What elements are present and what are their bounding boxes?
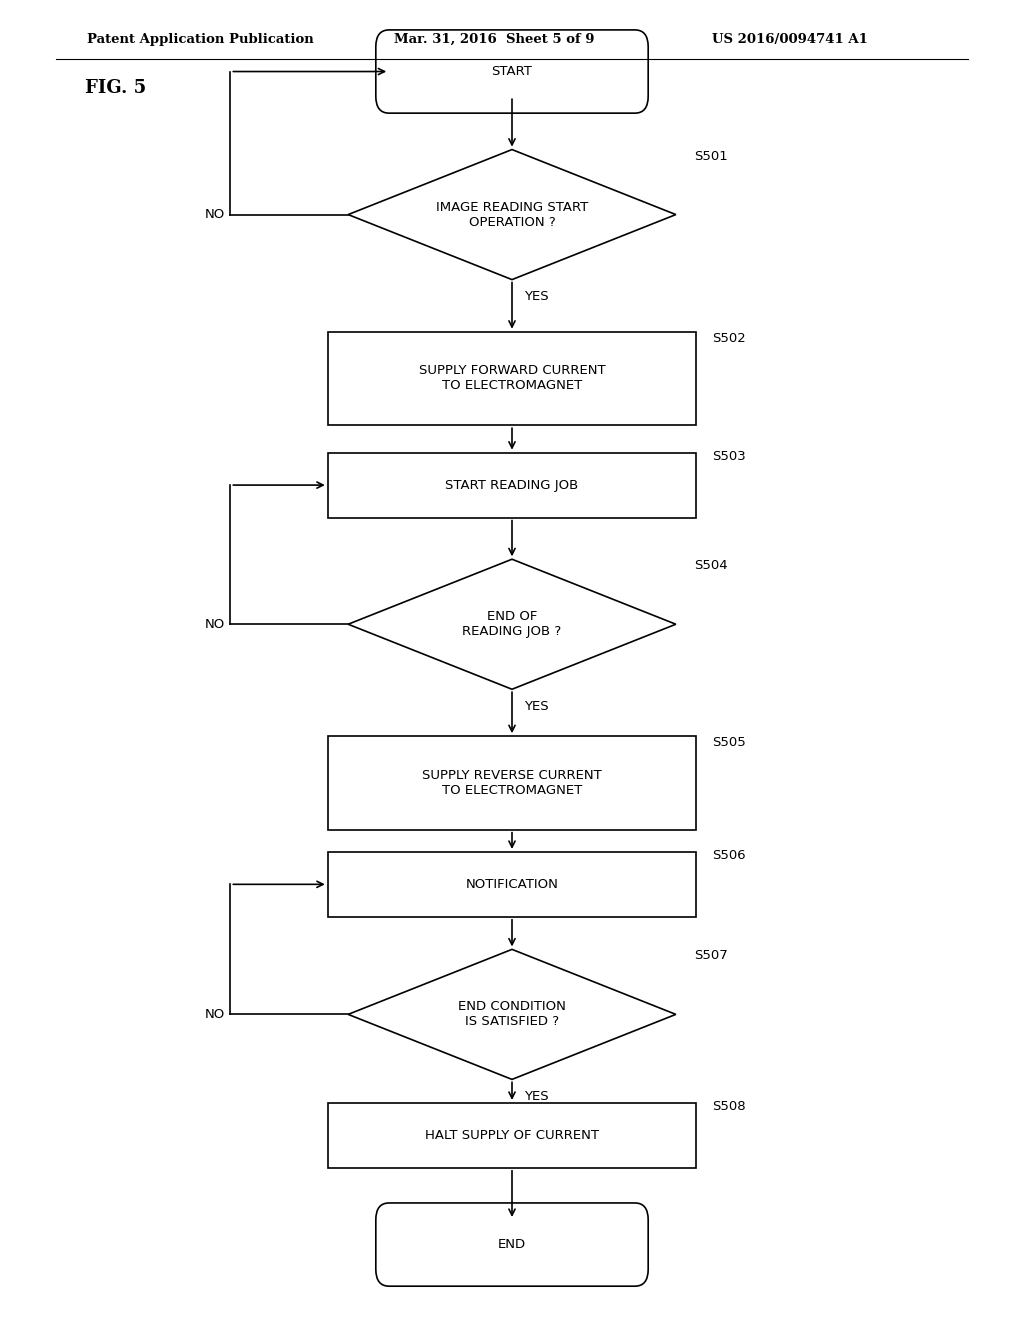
Bar [328,331,696,425]
Text: S507: S507 [694,949,728,962]
Text: S506: S506 [712,849,745,862]
Text: NO: NO [205,1008,225,1020]
Text: S501: S501 [694,149,728,162]
Bar [328,453,696,517]
Text: FIG. 5: FIG. 5 [85,79,146,98]
Text: YES: YES [524,700,549,713]
Text: NO: NO [205,618,225,631]
Text: US 2016/0094741 A1: US 2016/0094741 A1 [712,33,867,46]
Text: S502: S502 [712,331,745,345]
Polygon shape [348,949,676,1080]
Text: HALT SUPPLY OF CURRENT: HALT SUPPLY OF CURRENT [425,1129,599,1142]
Text: S504: S504 [694,560,728,572]
Text: S508: S508 [712,1101,745,1113]
Bar [328,737,696,830]
Bar [328,851,696,917]
Text: END OF
READING JOB ?: END OF READING JOB ? [463,610,561,639]
Text: Mar. 31, 2016  Sheet 5 of 9: Mar. 31, 2016 Sheet 5 of 9 [394,33,595,46]
Text: END: END [498,1238,526,1251]
Text: S503: S503 [712,450,745,463]
Text: IMAGE READING START
OPERATION ?: IMAGE READING START OPERATION ? [436,201,588,228]
Text: START: START [492,65,532,78]
Text: END CONDITION
IS SATISFIED ?: END CONDITION IS SATISFIED ? [458,1001,566,1028]
Bar [328,1102,696,1168]
FancyBboxPatch shape [376,30,648,114]
Text: SUPPLY FORWARD CURRENT
TO ELECTROMAGNET: SUPPLY FORWARD CURRENT TO ELECTROMAGNET [419,364,605,392]
Text: S505: S505 [712,737,745,748]
Text: NO: NO [205,209,225,220]
FancyBboxPatch shape [376,1203,648,1286]
Text: START READING JOB: START READING JOB [445,479,579,491]
Text: YES: YES [524,1090,549,1102]
Polygon shape [348,149,676,280]
Text: YES: YES [524,290,549,304]
Text: SUPPLY REVERSE CURRENT
TO ELECTROMAGNET: SUPPLY REVERSE CURRENT TO ELECTROMAGNET [422,768,602,797]
Text: Patent Application Publication: Patent Application Publication [87,33,313,46]
Polygon shape [348,560,676,689]
Text: NOTIFICATION: NOTIFICATION [466,878,558,891]
